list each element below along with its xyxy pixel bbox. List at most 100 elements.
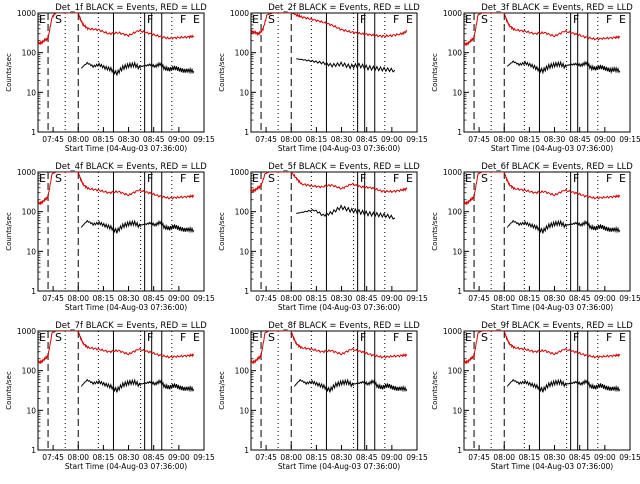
y-tick-label: 1 bbox=[31, 446, 36, 455]
x-tick-label: 07:45 bbox=[468, 294, 490, 303]
event-letter-marker: F bbox=[180, 172, 186, 185]
y-tick-label: 1000 bbox=[17, 168, 36, 177]
x-tick-label: 09:00 bbox=[168, 294, 190, 303]
series-line-events bbox=[140, 219, 195, 234]
x-tick-label: 08:30 bbox=[544, 453, 566, 462]
x-tick-label: 09:00 bbox=[594, 453, 616, 462]
plot-frame bbox=[37, 330, 205, 451]
series-line-events bbox=[566, 219, 621, 234]
x-tick-label: 08:15 bbox=[93, 135, 115, 144]
x-tick-label: 09:00 bbox=[381, 294, 403, 303]
x-tick-label: 08:00 bbox=[67, 294, 89, 303]
plot-frame bbox=[463, 330, 631, 451]
y-tick-label: 1 bbox=[31, 128, 36, 137]
series-line-events bbox=[80, 219, 142, 234]
y-tick-label: 1 bbox=[244, 446, 249, 455]
y-tick-label: 1000 bbox=[17, 327, 36, 336]
event-letter-marker: S bbox=[481, 331, 488, 344]
event-letter-marker: F bbox=[393, 13, 399, 26]
x-tick-label: 09:00 bbox=[381, 135, 403, 144]
x-tick-label: 08:30 bbox=[331, 294, 353, 303]
event-letter-marker: E bbox=[406, 331, 413, 344]
y-tick-label: 10 bbox=[26, 247, 36, 256]
chart-title: Det_3f BLACK = Events, RED = LLD bbox=[481, 3, 633, 13]
event-letter-marker: S bbox=[55, 331, 62, 344]
x-tick-label: 07:45 bbox=[42, 135, 64, 144]
series-line-lld bbox=[251, 331, 408, 365]
y-axis-label: Counts/sec bbox=[218, 371, 226, 410]
x-tick-label: 08:45 bbox=[143, 294, 165, 303]
x-tick-label: 08:45 bbox=[356, 135, 378, 144]
x-tick-label: 08:30 bbox=[544, 294, 566, 303]
event-letter-marker: F bbox=[360, 172, 366, 185]
event-letter-marker: E bbox=[39, 331, 46, 344]
x-tick-label: 08:45 bbox=[143, 135, 165, 144]
x-tick-label: 09:00 bbox=[168, 453, 190, 462]
chart-title: Det_5f BLACK = Events, RED = LLD bbox=[268, 162, 420, 172]
event-letter-marker: S bbox=[268, 331, 275, 344]
plot-frame bbox=[463, 171, 631, 292]
event-letter-marker: F bbox=[606, 172, 612, 185]
x-tick-label: 09:15 bbox=[406, 294, 428, 303]
series-line-events bbox=[140, 378, 195, 393]
x-tick-label: 09:15 bbox=[406, 135, 428, 144]
x-tick-label: 08:45 bbox=[569, 294, 591, 303]
event-letter-marker: E bbox=[252, 331, 259, 344]
y-tick-label: 1000 bbox=[230, 9, 249, 18]
event-letter-marker: S bbox=[481, 172, 488, 185]
y-tick-label: 100 bbox=[235, 49, 250, 58]
chart-title: Det_6f BLACK = Events, RED = LLD bbox=[481, 162, 633, 172]
y-axis-label: Counts/sec bbox=[5, 53, 13, 92]
y-tick-label: 1000 bbox=[443, 327, 462, 336]
event-letter-marker: E bbox=[619, 172, 626, 185]
x-tick-label: 07:45 bbox=[42, 294, 64, 303]
event-letter-marker: S bbox=[481, 13, 488, 26]
y-axis-label: Counts/sec bbox=[431, 212, 439, 251]
series-line-events bbox=[293, 378, 355, 393]
series-line-events bbox=[506, 378, 568, 393]
chart-title: Det_2f BLACK = Events, RED = LLD bbox=[268, 3, 420, 13]
x-tick-label: 09:15 bbox=[619, 294, 640, 303]
x-tick-label: 08:15 bbox=[93, 453, 115, 462]
event-letter-marker: E bbox=[252, 13, 259, 26]
plot-frame bbox=[37, 171, 205, 292]
chart-panel: Det_6f BLACK = Events, RED = LLD 1 10 100 10… bbox=[431, 162, 640, 312]
series-line-events bbox=[353, 378, 408, 393]
series-line-lld bbox=[38, 172, 195, 206]
event-letter-marker: E bbox=[193, 331, 200, 344]
chart-panel: Det_8f BLACK = Events, RED = LLD 1 10 100 10… bbox=[218, 321, 428, 471]
y-tick-label: 1000 bbox=[443, 9, 462, 18]
event-letter-marker: F bbox=[147, 331, 153, 344]
plot-frame bbox=[463, 12, 631, 133]
event-letter-marker: F bbox=[180, 331, 186, 344]
x-tick-label: 08:15 bbox=[93, 294, 115, 303]
chart-panel: Det_9f BLACK = Events, RED = LLD 1 10 100 10… bbox=[431, 321, 640, 471]
y-tick-label: 1 bbox=[244, 287, 249, 296]
x-axis-label: Start Time (04-Aug-03 07:36:00) bbox=[278, 144, 400, 153]
event-letter-marker: F bbox=[393, 331, 399, 344]
y-tick-label: 10 bbox=[239, 88, 249, 97]
series-line-lld bbox=[464, 13, 621, 47]
event-letter-marker: S bbox=[55, 13, 62, 26]
x-tick-label: 09:15 bbox=[619, 135, 640, 144]
x-tick-label: 08:00 bbox=[280, 453, 302, 462]
x-tick-label: 08:15 bbox=[519, 135, 541, 144]
x-tick-label: 07:45 bbox=[255, 135, 277, 144]
x-tick-label: 08:15 bbox=[519, 294, 541, 303]
y-tick-label: 1000 bbox=[230, 327, 249, 336]
event-letter-marker: E bbox=[465, 172, 472, 185]
series-line-events bbox=[296, 58, 396, 73]
event-letter-marker: E bbox=[465, 331, 472, 344]
event-letter-marker: E bbox=[619, 13, 626, 26]
chart-title: Det_4f BLACK = Events, RED = LLD bbox=[55, 162, 207, 172]
x-tick-label: 08:45 bbox=[569, 453, 591, 462]
x-tick-label: 08:45 bbox=[356, 294, 378, 303]
x-tick-label: 08:00 bbox=[493, 294, 515, 303]
event-letter-marker: F bbox=[606, 13, 612, 26]
x-tick-label: 08:00 bbox=[493, 135, 515, 144]
x-tick-label: 09:00 bbox=[594, 135, 616, 144]
x-axis-label: Start Time (04-Aug-03 07:36:00) bbox=[491, 144, 613, 153]
chart-panel: Det_2f BLACK = Events, RED = LLD 1 10 100 10… bbox=[218, 3, 428, 153]
x-tick-label: 07:45 bbox=[468, 453, 490, 462]
x-tick-label: 08:30 bbox=[118, 135, 140, 144]
